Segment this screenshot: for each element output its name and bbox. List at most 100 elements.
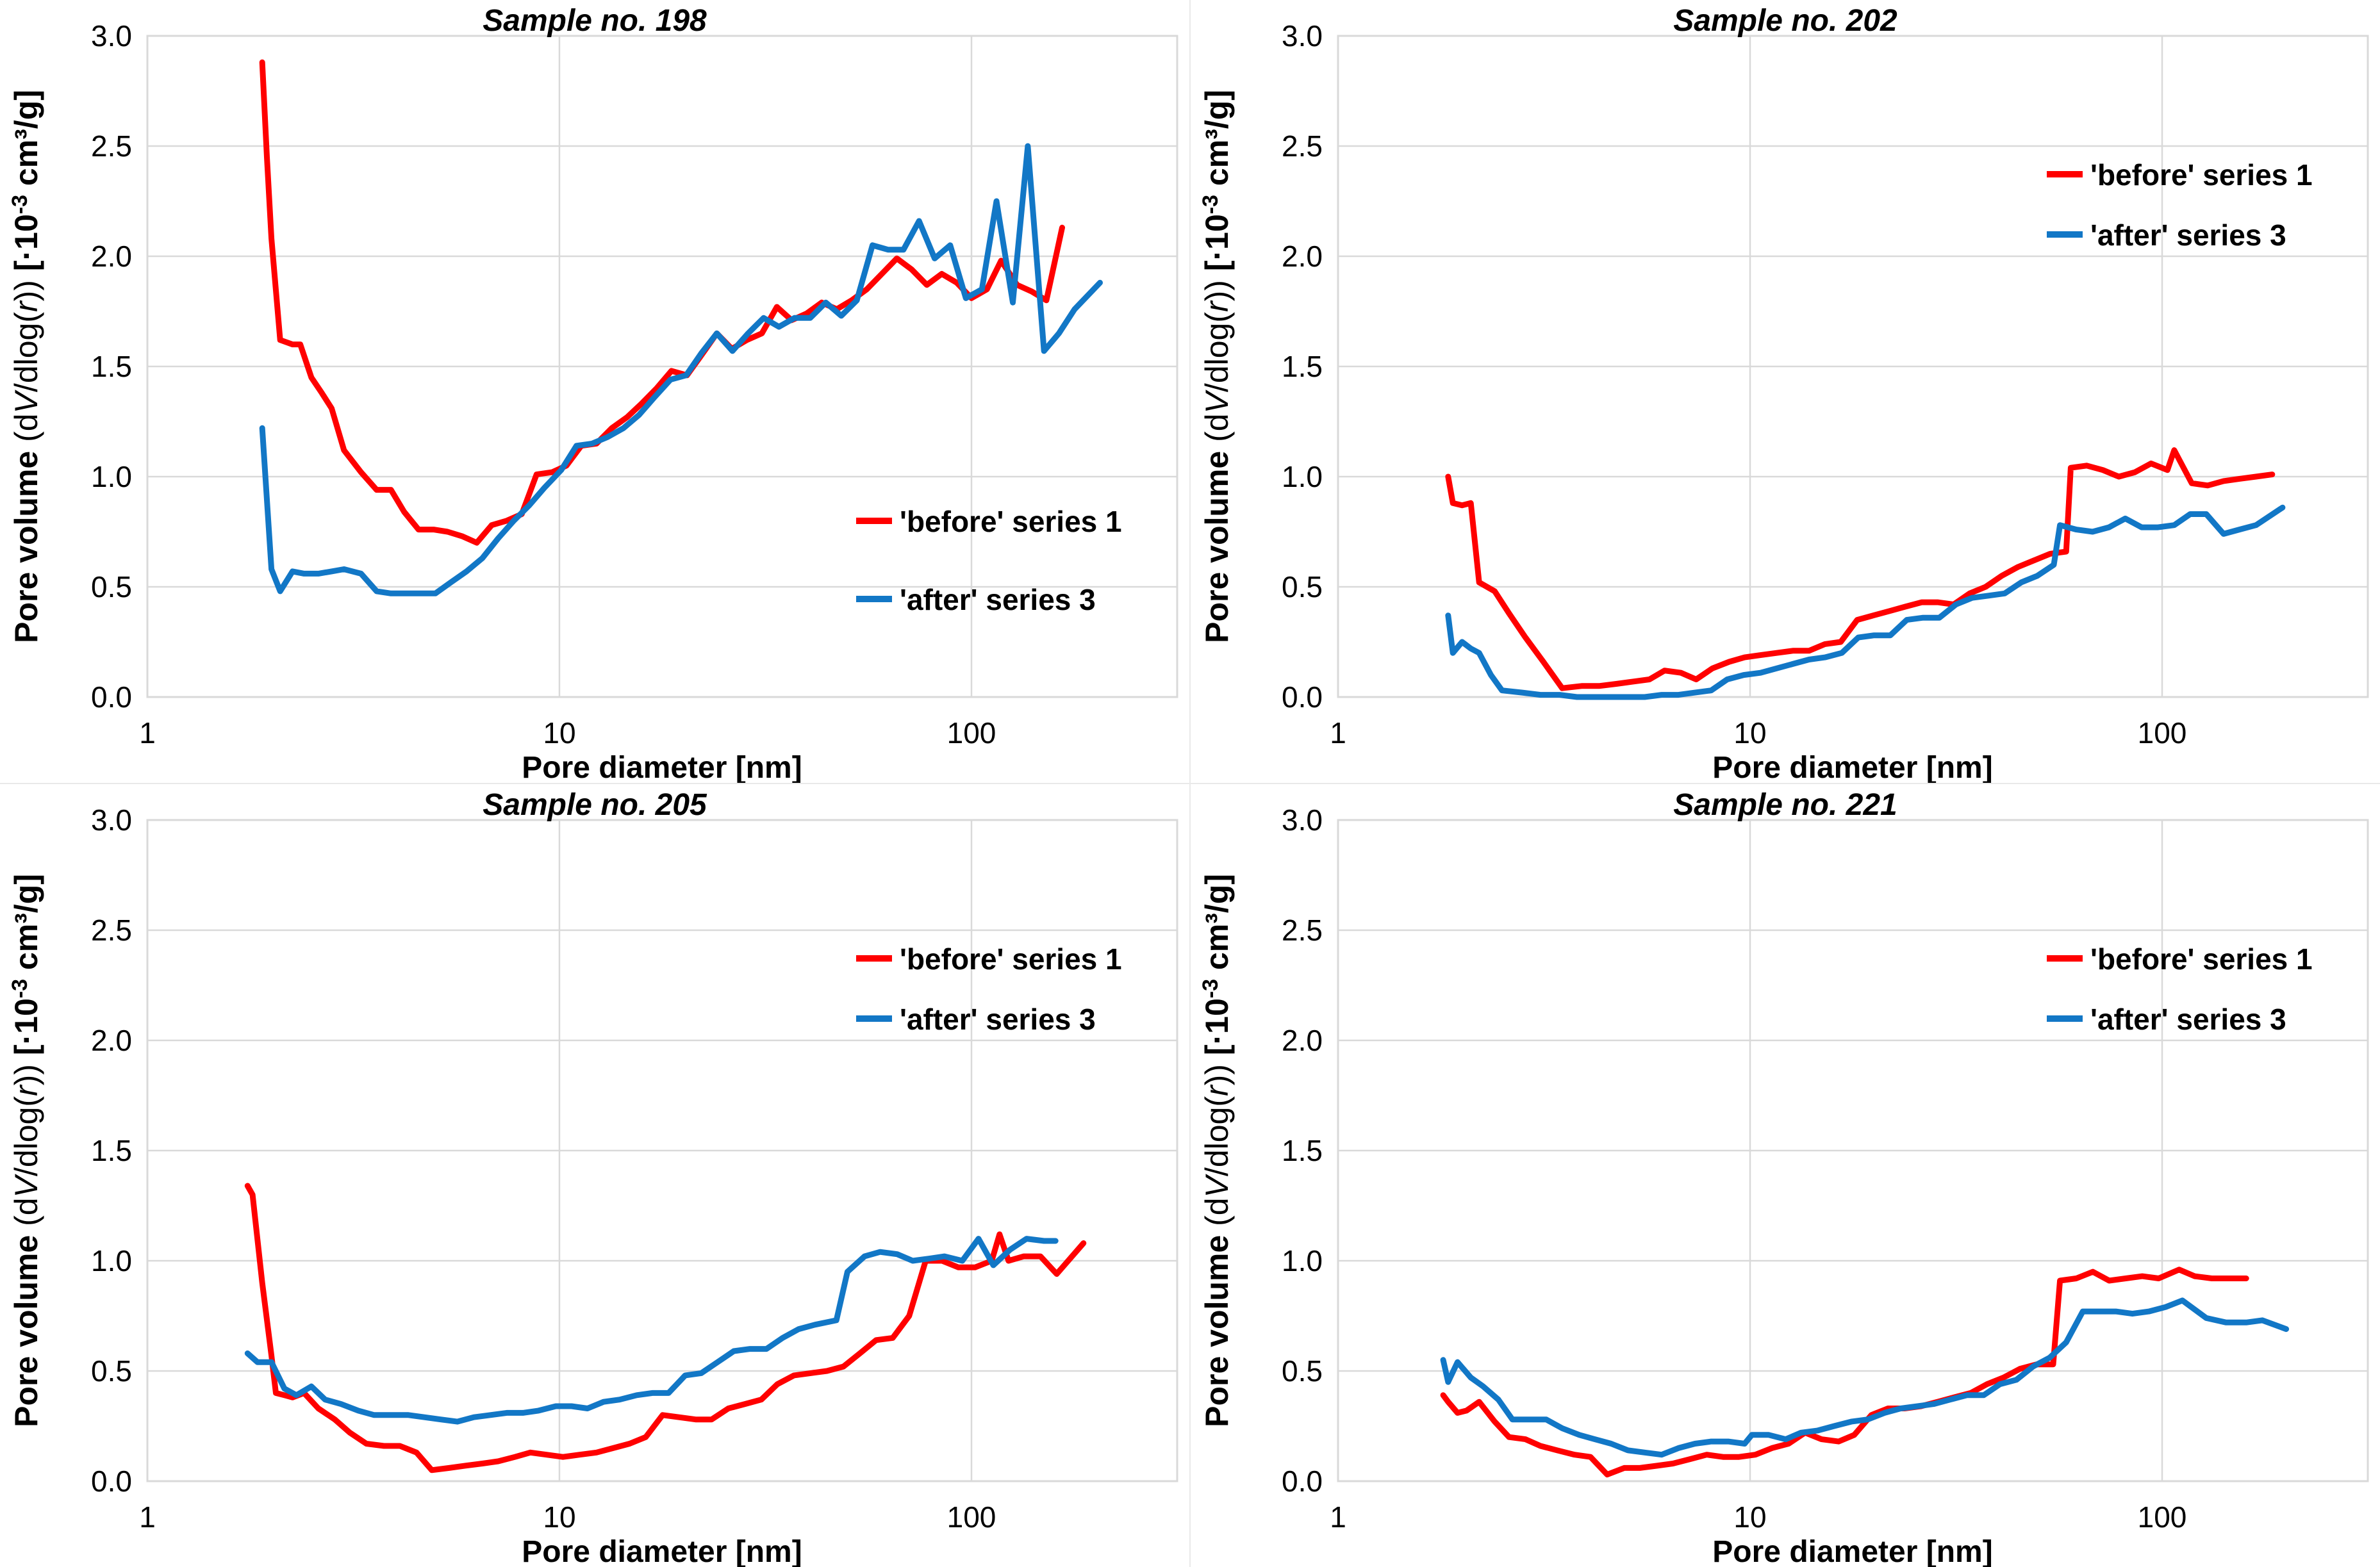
y-tick-label: 0.0 xyxy=(91,680,132,714)
chart-panel-sample-205: 0.0 0.5 1.0 1.5 2.0 2.5 3.0 1 10 100 Sample no. 20… xyxy=(0,784,1189,1567)
y-axis-title-part: Pore volume xyxy=(1199,442,1235,643)
chart-title: Sample no. 205 xyxy=(483,788,707,822)
y-axis-title-part: (d xyxy=(1199,1197,1235,1226)
series-after-line xyxy=(1445,504,2286,700)
x-tick-label: 1 xyxy=(1330,1500,1346,1534)
y-axis-title-part: [·10 xyxy=(1199,214,1235,271)
chart-panel-sample-221: 0.0 0.5 1.0 1.5 2.0 2.5 3.0 1 10 100 Sample no. 22… xyxy=(1191,784,2380,1567)
y-axis-title-part: V xyxy=(1199,1173,1235,1197)
y-tick-label: 0.0 xyxy=(1282,1464,1323,1498)
y-tick-label: 1.0 xyxy=(1282,1244,1323,1277)
y-tick-label: 3.0 xyxy=(1282,19,1323,53)
y-axis-title-part: cm³/g] xyxy=(1199,90,1235,195)
y-tick-label: 0.5 xyxy=(91,570,132,603)
x-tick-label: 10 xyxy=(543,1500,575,1534)
y-axis-title-part: /dlog( xyxy=(8,312,44,392)
y-tick-label: 2.0 xyxy=(1282,240,1323,273)
y-tick-label: 2.5 xyxy=(91,129,132,163)
y-tick-label: 0.0 xyxy=(1282,680,1323,714)
y-tick-label: 3.0 xyxy=(91,19,132,53)
y-axis-title-part: cm³/g] xyxy=(8,874,44,979)
series-before-line xyxy=(244,1183,1087,1473)
y-axis-title-part: r xyxy=(1199,1084,1235,1096)
chart-3-canvas: 0.0 0.5 1.0 1.5 2.0 2.5 3.0 1 10 100 Sample no. 22… xyxy=(1198,788,2369,1567)
x-tick-label: 10 xyxy=(1733,1500,1766,1534)
y-tick-label: 1.5 xyxy=(1282,350,1323,383)
y-axis-title-part: Pore volume xyxy=(8,1226,44,1427)
chart-title: Sample no. 202 xyxy=(1673,4,1897,38)
y-axis-title-part: )) xyxy=(8,271,44,301)
y-axis-title-part: V xyxy=(1199,389,1235,413)
legend-after-label: 'after' series 3 xyxy=(2090,1003,2286,1036)
y-axis-title-part: (d xyxy=(8,413,44,441)
chart-panel-sample-202: 0.0 0.5 1.0 1.5 2.0 2.5 3.0 1 10 100 Sample no. 20… xyxy=(1191,0,2380,783)
x-tick-label: 1 xyxy=(139,1500,156,1534)
y-tick-label: 1.5 xyxy=(1282,1134,1323,1167)
x-axis-title: Pore diameter [nm] xyxy=(1712,751,1992,783)
y-axis-title: Pore volume (dV/dlog(r)) [·10-3 cm³/g] xyxy=(8,874,44,1427)
x-tick-label: 10 xyxy=(1733,716,1766,750)
y-axis-title-part: Pore volume xyxy=(1199,1226,1235,1427)
series-after-line xyxy=(244,1236,1059,1425)
chart-panel-sample-198: 0.0 0.5 1.0 1.5 2.0 2.5 3.0 1 10 100 Sample no. 19… xyxy=(0,0,1189,783)
legend-after-label: 'after' series 3 xyxy=(900,1003,1096,1036)
legend-after-label: 'after' series 3 xyxy=(900,583,1096,616)
x-tick-label: 100 xyxy=(2138,1500,2187,1534)
y-tick-label: 0.0 xyxy=(91,1464,132,1498)
y-axis-title-part: -3 xyxy=(1198,979,1223,998)
legend-before-label: 'before' series 1 xyxy=(900,942,1122,976)
y-axis-title: Pore volume (dV/dlog(r)) [·10-3 cm³/g] xyxy=(8,90,44,643)
series-before-line xyxy=(1440,1267,2249,1478)
y-axis-title-part: [·10 xyxy=(8,214,44,271)
plot-border xyxy=(1337,35,2369,698)
y-axis-title-part: )) xyxy=(1199,1055,1235,1085)
y-tick-label: 3.0 xyxy=(91,803,132,837)
y-tick-label: 0.5 xyxy=(91,1354,132,1388)
y-axis-title-part: cm³/g] xyxy=(8,90,44,195)
y-axis-title-part: /dlog( xyxy=(1199,312,1235,392)
y-axis-title-part: )) xyxy=(1199,271,1235,301)
y-axis-title-part: [·10 xyxy=(1199,998,1235,1055)
legend-before-label: 'before' series 1 xyxy=(2090,942,2313,976)
x-tick-label: 100 xyxy=(947,1500,996,1534)
x-tick-label: 100 xyxy=(2138,716,2187,750)
plot-border xyxy=(1337,819,2369,1482)
y-tick-label: 1.0 xyxy=(91,1244,132,1277)
legend-before-label: 'before' series 1 xyxy=(2090,158,2313,192)
plot-border xyxy=(146,819,1178,1482)
y-axis-title: Pore volume (dV/dlog(r)) [·10-3 cm³/g] xyxy=(1198,90,1235,643)
y-axis-title-part: )) xyxy=(8,1055,44,1085)
y-tick-label: 0.5 xyxy=(1282,1354,1323,1388)
series-before-line xyxy=(259,59,1065,546)
y-axis-title: Pore volume (dV/dlog(r)) [·10-3 cm³/g] xyxy=(1198,874,1235,1427)
series-after-line xyxy=(1440,1297,2290,1458)
y-axis-title-part: V xyxy=(8,1173,44,1197)
chart-1-canvas: 0.0 0.5 1.0 1.5 2.0 2.5 3.0 1 10 100 Sample no. 20… xyxy=(1198,4,2369,783)
y-tick-label: 2.5 xyxy=(1282,129,1323,163)
y-tick-label: 2.0 xyxy=(91,1024,132,1057)
y-axis-title-part: -3 xyxy=(8,979,32,998)
x-axis-title: Pore diameter [nm] xyxy=(522,1535,802,1567)
x-tick-label: 10 xyxy=(543,716,575,750)
y-axis-title-part: (d xyxy=(8,1197,44,1226)
x-axis-title: Pore diameter [nm] xyxy=(522,751,802,783)
y-tick-label: 1.5 xyxy=(91,350,132,383)
y-axis-title-part: [·10 xyxy=(8,998,44,1055)
x-tick-label: 100 xyxy=(947,716,996,750)
x-tick-label: 1 xyxy=(139,716,156,750)
y-tick-label: 2.0 xyxy=(91,240,132,273)
y-tick-label: 1.5 xyxy=(91,1134,132,1167)
x-tick-label: 1 xyxy=(1330,716,1346,750)
chart-2-canvas: 0.0 0.5 1.0 1.5 2.0 2.5 3.0 1 10 100 Sample no. 20… xyxy=(8,788,1178,1567)
y-tick-label: 2.0 xyxy=(1282,1024,1323,1057)
x-axis-title: Pore diameter [nm] xyxy=(1712,1535,1992,1567)
plot-border xyxy=(146,35,1178,698)
legend-before-label: 'before' series 1 xyxy=(900,505,1122,538)
y-tick-label: 1.0 xyxy=(1282,460,1323,493)
y-tick-label: 0.5 xyxy=(1282,570,1323,603)
chart-title: Sample no. 221 xyxy=(1673,788,1897,822)
y-axis-title-part: -3 xyxy=(1198,195,1223,214)
legend-after-label: 'after' series 3 xyxy=(2090,218,2286,252)
y-axis-title-part: r xyxy=(1199,300,1235,312)
